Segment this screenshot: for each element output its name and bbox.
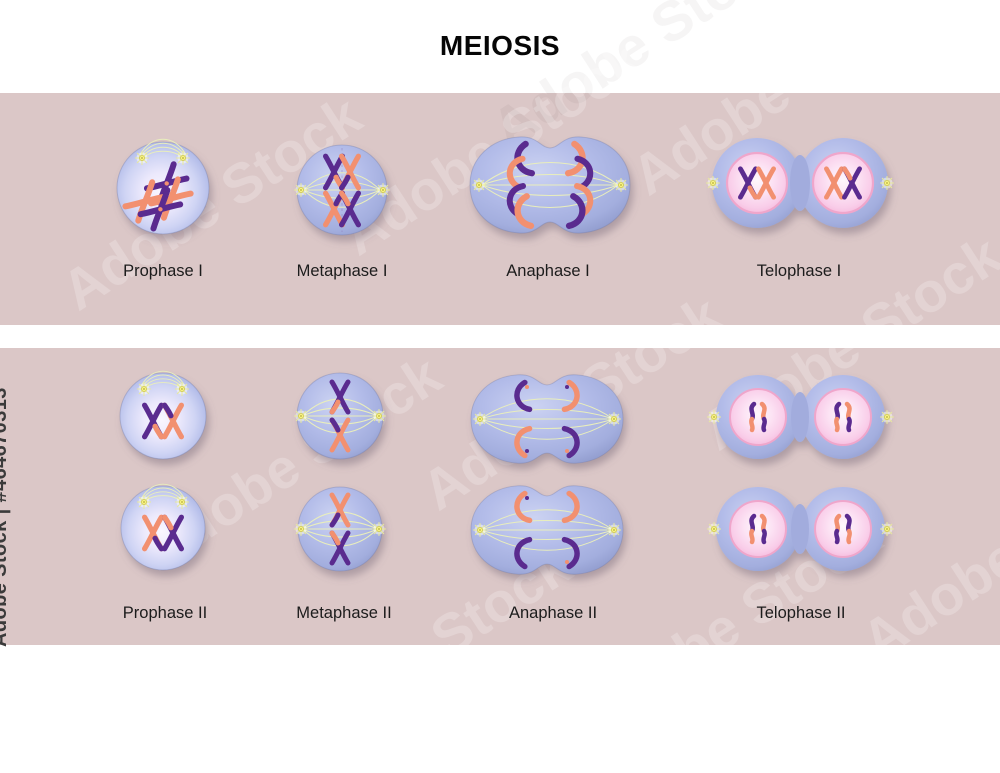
cell-telophase-1 (705, 138, 895, 228)
cell-anaphase-1 (469, 136, 631, 234)
cell-telophase-2-top (706, 375, 895, 459)
cell-metaphase-2-top (293, 372, 387, 460)
label-prophase-1: Prophase I (123, 262, 203, 280)
label-metaphase-2: Metaphase II (296, 604, 392, 622)
label-metaphase-1: Metaphase I (296, 262, 388, 280)
label-anaphase-2: Anaphase II (508, 604, 598, 622)
cell-prophase-1 (116, 138, 210, 235)
cell-prophase-2-top (119, 370, 207, 460)
label-prophase-2: Prophase II (122, 604, 208, 622)
label-telophase-1: Telophase I (756, 262, 842, 280)
label-anaphase-1: Anaphase I (506, 262, 590, 280)
label-telophase-2: Telophase II (756, 604, 846, 622)
cell-metaphase-1 (293, 144, 391, 236)
cell-telophase-2-bottom (706, 487, 895, 571)
cell-metaphase-2-bottom (293, 486, 387, 572)
cell-anaphase-2-top (470, 374, 624, 464)
cell-prophase-2-bottom (120, 483, 206, 571)
page-title: MEIOSIS (439, 30, 561, 61)
cell-anaphase-2-bottom (470, 485, 624, 575)
meiosis-cells-illustration (116, 136, 895, 575)
meiosis-diagram: Adobe Stock Adobe Stock Adobe Stock Adob… (0, 30, 1000, 647)
watermark-stock-id: Adobe Stock | #464670313 (0, 387, 11, 647)
